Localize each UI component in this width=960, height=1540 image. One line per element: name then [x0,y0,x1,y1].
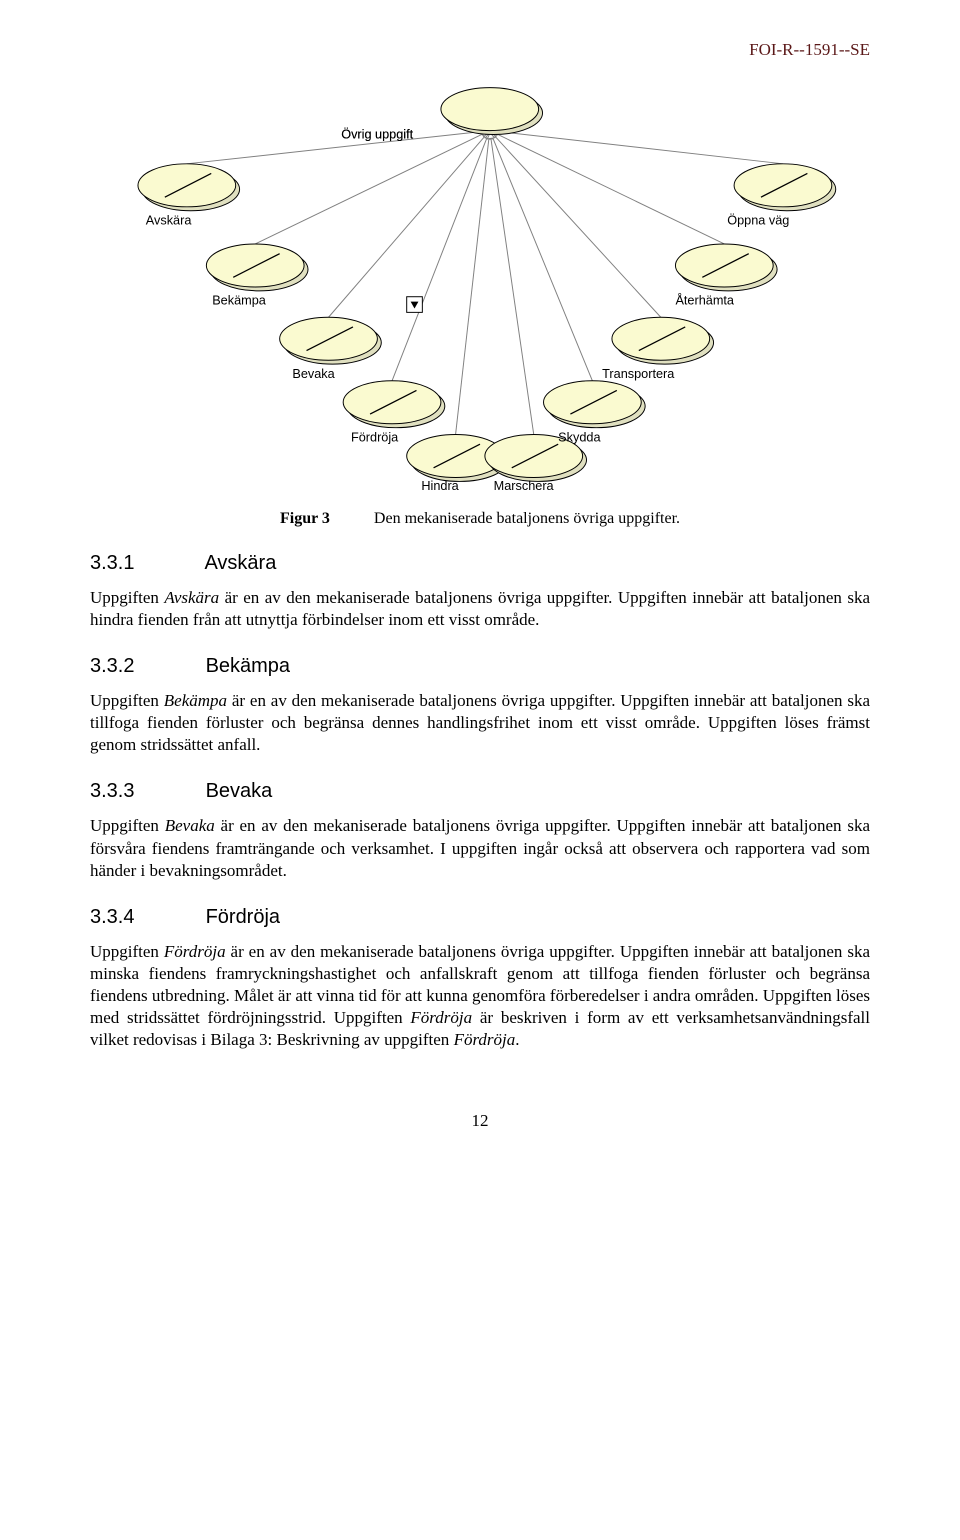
svg-text:Öppna väg: Öppna väg [727,213,789,227]
svg-text:Övrig uppgift: Övrig uppgift [341,127,413,141]
page-number: 12 [90,1111,870,1131]
section-number: 3.3.4 [90,906,200,929]
diagram: Övrig uppgiftÖvrig uppgiftAvskäraÖppna v… [90,70,870,500]
section-title: Bekämpa [206,655,291,677]
figure-caption: Figur 3 Den mekaniserade bataljonens övr… [90,510,870,528]
section-number: 3.3.1 [90,552,200,575]
svg-text:Hindra: Hindra [421,479,459,493]
svg-text:Återhämta: Återhämta [675,293,734,308]
page: FOI-R--1591--SE Övrig uppgiftÖvrig uppgi… [0,0,960,1171]
section-title: Fördröja [206,906,280,928]
svg-text:Marschera: Marschera [494,479,555,493]
section-para-bekampa: Uppgiften Bekämpa är en av den mekaniser… [90,690,870,756]
section-heading-avskara: 3.3.1 Avskära [90,552,870,575]
section-heading-bekampa: 3.3.2 Bekämpa [90,655,870,678]
svg-text:Transportera: Transportera [602,367,675,381]
section-para-fordroja: Uppgiften Fördröja är en av den mekanise… [90,941,870,1051]
svg-text:Avskära: Avskära [146,213,193,227]
header-doc-id: FOI-R--1591--SE [90,40,870,60]
section-para-avskara: Uppgiften Avskära är en av den mekaniser… [90,587,870,631]
svg-text:Fördröja: Fördröja [351,430,399,444]
figure-text: Den mekaniserade bataljonens övriga uppg… [374,510,680,527]
section-number: 3.3.3 [90,780,200,803]
section-heading-bevaka: 3.3.3 Bevaka [90,780,870,803]
svg-text:Bevaka: Bevaka [292,367,335,381]
section-heading-fordroja: 3.3.4 Fördröja [90,906,870,929]
section-title: Bevaka [206,780,273,802]
svg-text:Bekämpa: Bekämpa [212,294,267,308]
diagram-svg: Övrig uppgiftÖvrig uppgiftAvskäraÖppna v… [90,70,870,500]
section-para-bevaka: Uppgiften Bevaka är en av den mekanisera… [90,815,870,881]
section-title: Avskära [204,552,276,574]
svg-text:Skydda: Skydda [558,430,601,444]
figure-label: Figur 3 [280,510,330,527]
section-number: 3.3.2 [90,655,200,678]
